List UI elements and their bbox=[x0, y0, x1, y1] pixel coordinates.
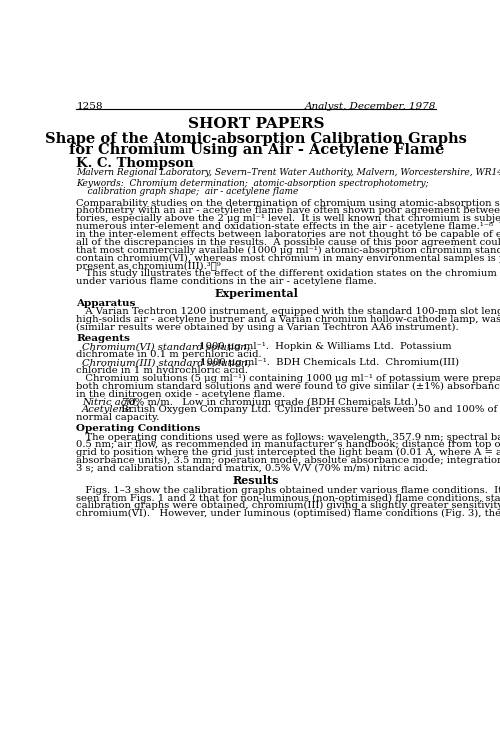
Text: high-solids air - acetylene burner and a Varian chromium hollow-cathode lamp, wa: high-solids air - acetylene burner and a… bbox=[76, 315, 500, 324]
Text: in the inter-element effects between laboratories are not thought to be capable : in the inter-element effects between lab… bbox=[76, 230, 500, 239]
Text: Acetylene.: Acetylene. bbox=[82, 405, 135, 414]
Text: British Oxygen Company Ltd.  Cylinder pressure between 50 and 100% of: British Oxygen Company Ltd. Cylinder pre… bbox=[115, 405, 498, 414]
Text: Comparability studies on the determination of chromium using atomic-absorption s: Comparability studies on the determinati… bbox=[76, 199, 500, 208]
Text: tories, especially above the 2 μg ml⁻¹ level.  It is well known that chromium is: tories, especially above the 2 μg ml⁻¹ l… bbox=[76, 214, 500, 223]
Text: under various flame conditions in the air - acetylene flame.: under various flame conditions in the ai… bbox=[76, 277, 377, 286]
Text: Keywords:  Chromium determination;  atomic-absorption spectrophotometry;: Keywords: Chromium determination; atomic… bbox=[76, 178, 429, 188]
Text: calibration graph shape;  air - acetylene flame: calibration graph shape; air - acetylene… bbox=[76, 187, 299, 196]
Text: Chromium solutions (5 μg ml⁻¹) containing 1000 μg ml⁻¹ of potassium were prepare: Chromium solutions (5 μg ml⁻¹) containin… bbox=[76, 374, 500, 383]
Text: The operating conditions used were as follows: wavelength, 357.9 nm; spectral ba: The operating conditions used were as fo… bbox=[76, 433, 500, 442]
Text: Analyst, December, 1978: Analyst, December, 1978 bbox=[304, 102, 436, 110]
Text: Nitric acid,: Nitric acid, bbox=[82, 398, 139, 406]
Text: in the dinitrogen oxide - acetylene flame.: in the dinitrogen oxide - acetylene flam… bbox=[76, 390, 286, 398]
Text: seen from Figs. 1 and 2 that for non-luminous (non-optimised) flame conditions, : seen from Figs. 1 and 2 that for non-lum… bbox=[76, 493, 500, 503]
Text: K. C. Thompson: K. C. Thompson bbox=[76, 157, 194, 170]
Text: numerous inter-element and oxidation-state effects in the air - acetylene flame.: numerous inter-element and oxidation-sta… bbox=[76, 222, 500, 231]
Text: that most commercially available (1000 μg ml⁻¹) atomic-absorption chromium stand: that most commercially available (1000 μ… bbox=[76, 246, 500, 255]
Text: Reagents: Reagents bbox=[76, 334, 130, 343]
Text: Results: Results bbox=[233, 475, 280, 486]
Text: Figs. 1–3 show the calibration graphs obtained under various flame conditions.  : Figs. 1–3 show the calibration graphs ob… bbox=[76, 485, 500, 495]
Text: Chromium(III) standard solution,: Chromium(III) standard solution, bbox=[82, 358, 250, 367]
Text: normal capacity.: normal capacity. bbox=[76, 413, 160, 422]
Text: 70% m/m.   Low in chromium grade (BDH Chemicals Ltd.).: 70% m/m. Low in chromium grade (BDH Chem… bbox=[119, 398, 421, 406]
Text: chloride in 1 m hydrochloric acid.: chloride in 1 m hydrochloric acid. bbox=[76, 366, 248, 375]
Text: present as chromium(III).³‧⁹: present as chromium(III).³‧⁹ bbox=[76, 262, 221, 270]
Text: Operating Conditions: Operating Conditions bbox=[76, 424, 200, 433]
Text: photometry with an air - acetylene flame have often shown poor agreement between: photometry with an air - acetylene flame… bbox=[76, 206, 500, 216]
Text: 1258: 1258 bbox=[76, 102, 103, 110]
Text: A Varian Techtron 1200 instrument, equipped with the standard 100-mm slot length: A Varian Techtron 1200 instrument, equip… bbox=[76, 307, 500, 317]
Text: for Chromium Using an Air - Acetylene Flame: for Chromium Using an Air - Acetylene Fl… bbox=[68, 143, 444, 157]
Text: contain chromium(VI), whereas most chromium in many environmental samples is pro: contain chromium(VI), whereas most chrom… bbox=[76, 254, 500, 262]
Text: SHORT PAPERS: SHORT PAPERS bbox=[188, 117, 324, 131]
Text: both chromium standard solutions and were found to give similar (±1%) absorbance: both chromium standard solutions and wer… bbox=[76, 382, 500, 391]
Text: Chromium(VI) standard solution,: Chromium(VI) standard solution, bbox=[82, 342, 249, 352]
Text: 3 s; and calibration standard matrix, 0.5% V/V (70% m/m) nitric acid.: 3 s; and calibration standard matrix, 0.… bbox=[76, 464, 428, 473]
Text: absorbance units), 3.5 mm; operation mode, absolute absorbance mode; integration: absorbance units), 3.5 mm; operation mod… bbox=[76, 456, 500, 465]
Text: This study illustrates the effect of the different oxidation states on the chrom: This study illustrates the effect of the… bbox=[76, 269, 500, 279]
Text: chromium(VI).   However, under luminous (optimised) flame conditions (Fig. 3), t: chromium(VI). However, under luminous (o… bbox=[76, 510, 500, 518]
Text: Apparatus: Apparatus bbox=[76, 299, 136, 308]
Text: Shape of the Atomic-absorption Calibration Graphs: Shape of the Atomic-absorption Calibrati… bbox=[46, 132, 467, 145]
Text: all of the discrepancies in the results.  A possible cause of this poor agreemen: all of the discrepancies in the results.… bbox=[76, 238, 500, 247]
Text: 1000 μg ml⁻¹.  Hopkin & Williams Ltd.  Potassium: 1000 μg ml⁻¹. Hopkin & Williams Ltd. Pot… bbox=[196, 342, 452, 352]
Text: calibration graphs were obtained, chromium(III) giving a slightly greater sensit: calibration graphs were obtained, chromi… bbox=[76, 501, 500, 510]
Text: 0.5 nm; air flow, as recommended in manufacturer’s handbook; distance from top o: 0.5 nm; air flow, as recommended in manu… bbox=[76, 440, 500, 450]
Text: 1000 μg ml⁻¹.  BDH Chemicals Ltd.  Chromium(III): 1000 μg ml⁻¹. BDH Chemicals Ltd. Chromiu… bbox=[198, 358, 460, 367]
Text: Malvern Regional Laboratory, Severn–Trent Water Authority, Malvern, Worcestershi: Malvern Regional Laboratory, Severn–Tren… bbox=[76, 168, 500, 177]
Text: grid to position where the grid just intercepted the light beam (0.01 A, where A: grid to position where the grid just int… bbox=[76, 448, 500, 458]
Text: (similar results were obtained by using a Varian Techtron AA6 instrument).: (similar results were obtained by using … bbox=[76, 323, 459, 332]
Text: Experimental: Experimental bbox=[214, 288, 298, 299]
Text: dichromate in 0.1 m perchloric acid.: dichromate in 0.1 m perchloric acid. bbox=[76, 350, 262, 360]
